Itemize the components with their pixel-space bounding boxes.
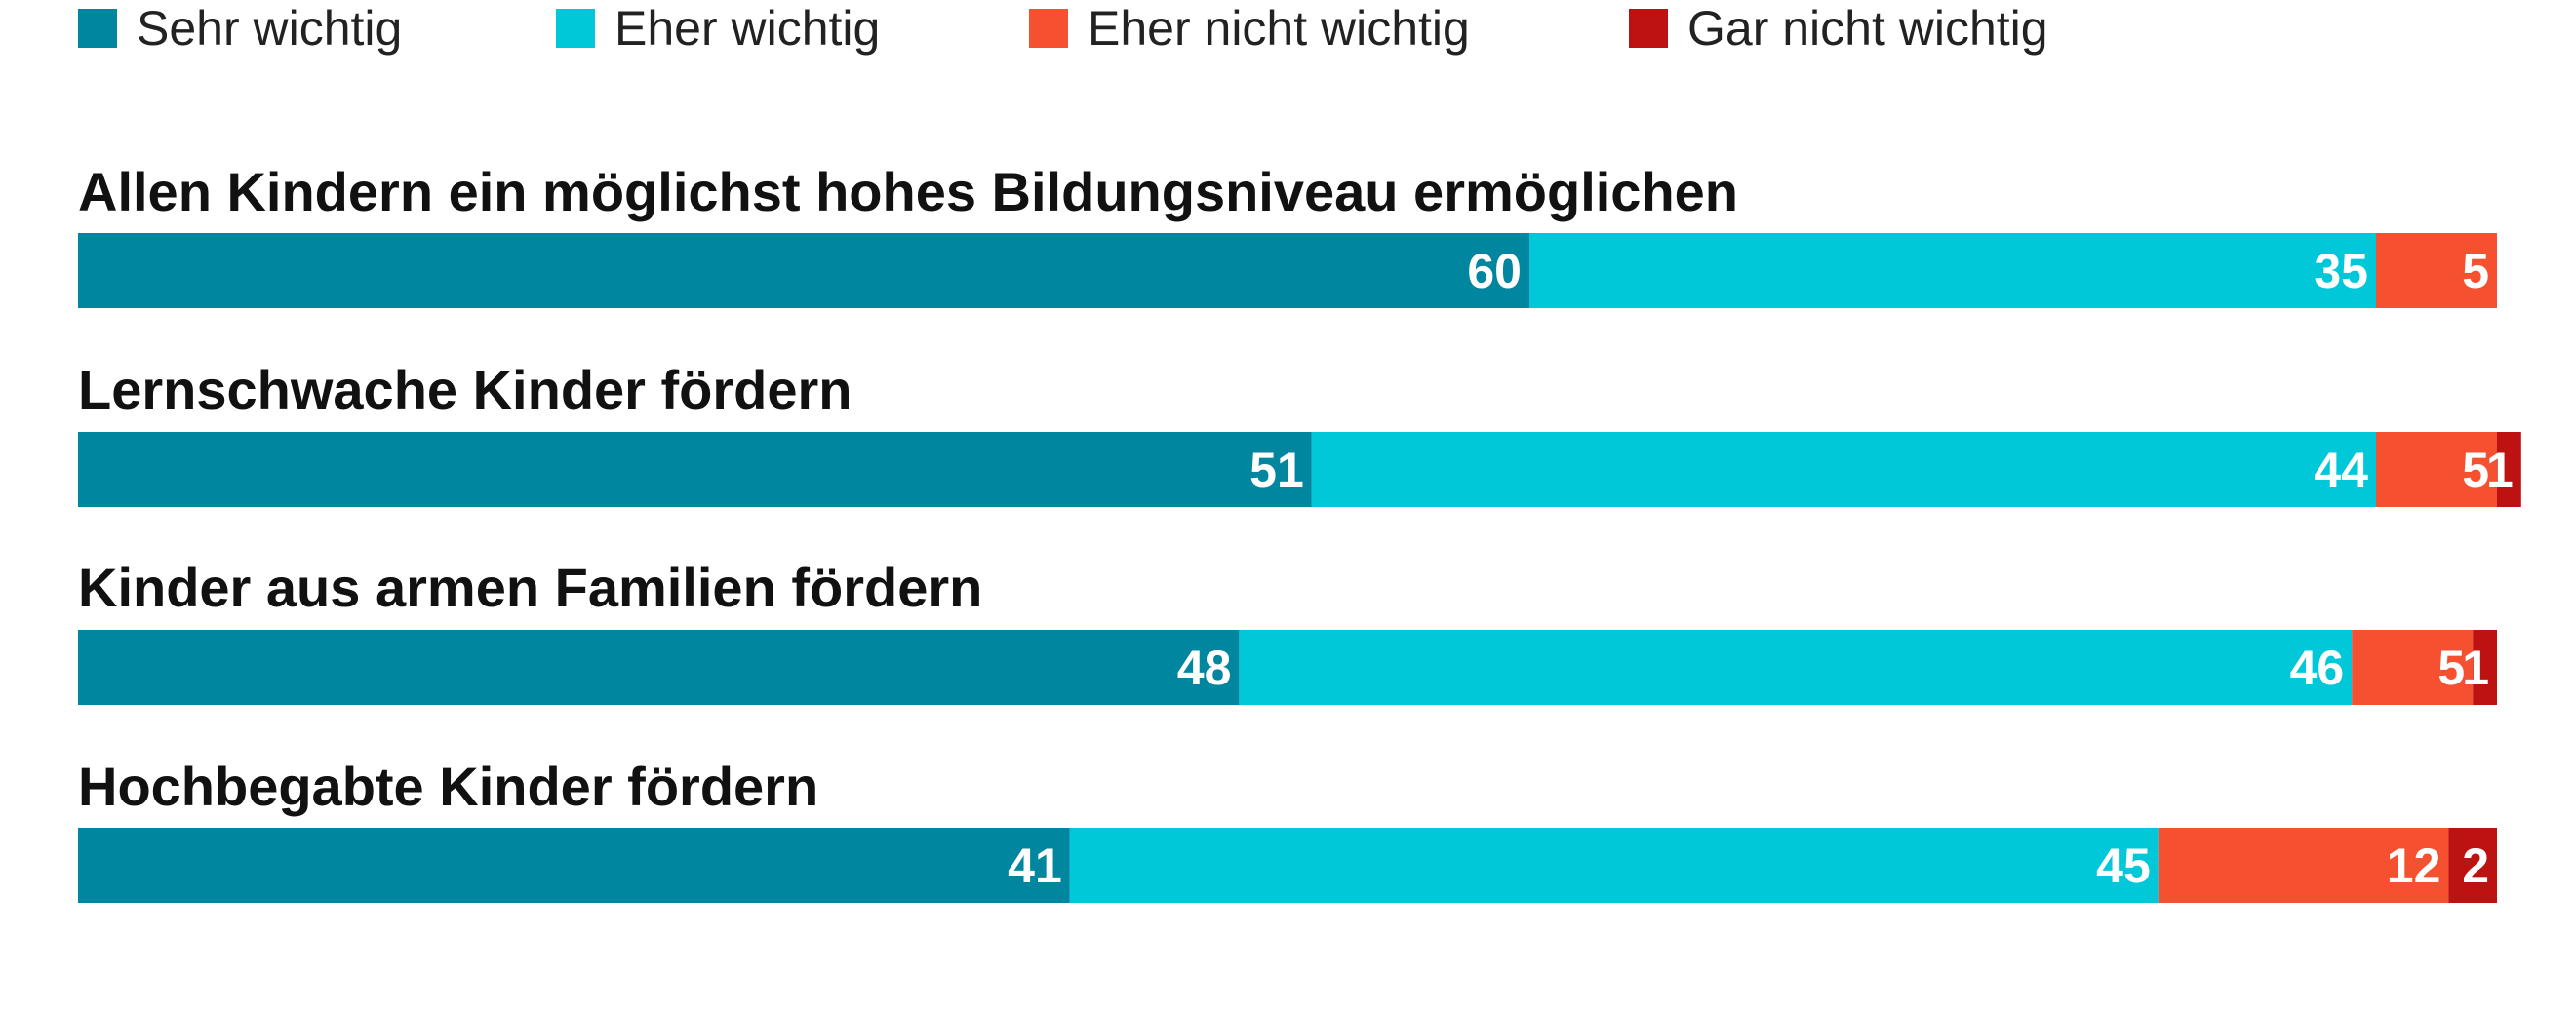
data-label: 35 [2314, 244, 2368, 298]
legend-label-sehr-wichtig: Sehr wichtig [137, 1, 402, 56]
bar-segment-eher-wichtig [1239, 630, 2353, 705]
bar-segment-eher-nicht-wichtig [2376, 432, 2497, 507]
bar-segment-sehr-wichtig [78, 828, 1070, 903]
bar-segment-eher-wichtig [1529, 233, 2376, 308]
bar-segment-eher-wichtig [1069, 828, 2159, 903]
bar-segment-gar-nicht-wichtig [2448, 828, 2497, 903]
data-label: 2 [2462, 839, 2489, 893]
legend-swatch-eher-nicht-wichtig [1029, 9, 1068, 48]
row-title: Lernschwache Kinder fördern [78, 359, 852, 420]
data-label: 44 [2314, 443, 2368, 497]
bar-row: Lernschwache Kinder fördern 51 44 51 [78, 359, 2521, 507]
legend-label-eher-wichtig: Eher wichtig [614, 1, 880, 56]
legend: Sehr wichtig Eher wichtig Eher nicht wicht… [78, 1, 2048, 56]
bar-segment-sehr-wichtig [78, 630, 1240, 705]
bar-segment-eher-nicht-wichtig [2158, 828, 2449, 903]
data-label: 51 [1249, 443, 1304, 497]
data-label: 46 [2290, 641, 2345, 695]
bar-row: Allen Kindern ein möglichst hohes Bildun… [78, 161, 2497, 308]
legend-swatch-gar-nicht-wichtig [1629, 9, 1668, 48]
bar-segment-eher-nicht-wichtig [2376, 233, 2497, 308]
bar-segment-eher-wichtig [1311, 432, 2376, 507]
data-label: 48 [1177, 641, 1232, 695]
legend-swatch-sehr-wichtig [78, 9, 117, 48]
bar-row: Kinder aus armen Familien fördern 48 46 51 [78, 557, 2497, 705]
row-title: Hochbegabte Kinder fördern [78, 756, 818, 817]
bar-segment-eher-nicht-wichtig [2352, 630, 2474, 705]
bar-segment-gar-nicht-wichtig [2497, 432, 2521, 507]
legend-swatch-eher-wichtig [556, 9, 595, 48]
row-title: Kinder aus armen Familien fördern [78, 557, 982, 618]
data-label: 45 [2096, 839, 2151, 893]
chart-rows: Allen Kindern ein möglichst hohes Bildun… [78, 161, 2521, 903]
legend-label-eher-nicht-wichtig: Eher nicht wichtig [1088, 1, 1470, 56]
bar-segment-sehr-wichtig [78, 233, 1529, 308]
data-label: 1 [2462, 641, 2489, 695]
legend-label-gar-nicht-wichtig: Gar nicht wichtig [1687, 1, 2048, 56]
data-label: 5 [2462, 244, 2489, 298]
bar-row: Hochbegabte Kinder fördern 41 45 12 2 [78, 756, 2497, 903]
data-label: 60 [1467, 244, 1522, 298]
bar-segment-gar-nicht-wichtig [2473, 630, 2497, 705]
data-label: 5 [2462, 443, 2489, 497]
data-label: 12 [2387, 839, 2441, 893]
data-label: 41 [1008, 839, 1062, 893]
data-label: 1 [2486, 443, 2514, 497]
data-label: 5 [2437, 641, 2465, 695]
bar-segment-sehr-wichtig [78, 432, 1312, 507]
row-title: Allen Kindern ein möglichst hohes Bildun… [78, 161, 1738, 222]
